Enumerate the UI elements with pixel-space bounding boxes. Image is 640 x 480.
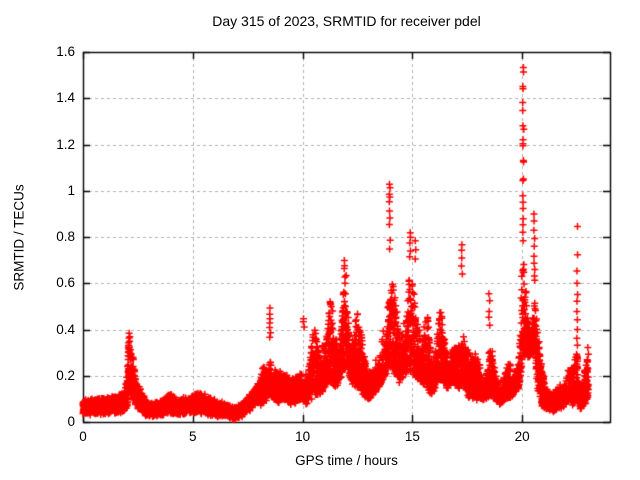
y-tick-label: 0.8 <box>56 229 75 244</box>
y-tick-label: 0.4 <box>56 321 75 337</box>
x-tick-label: 5 <box>189 429 197 444</box>
x-tick-label: 20 <box>514 429 530 444</box>
x-tick-label: 10 <box>295 429 311 444</box>
x-tick-label: 0 <box>79 429 87 444</box>
y-tick-label: 1 <box>67 182 75 198</box>
x-axis-label: GPS time / hours <box>295 453 398 468</box>
y-tick-label: 1.6 <box>56 44 75 59</box>
y-tick-label: 0.6 <box>56 275 75 291</box>
y-tick-label: 0.2 <box>56 367 75 383</box>
y-axis-label: SRMTID / TECUs <box>11 184 27 291</box>
x-tick-label: 15 <box>404 429 420 444</box>
y-tick-label: 1.4 <box>56 90 75 106</box>
y-tick-label: 0 <box>67 414 75 429</box>
chart-title: Day 315 of 2023, SRMTID for receiver pde… <box>212 13 481 29</box>
y-tick-label: 1.2 <box>56 136 75 152</box>
